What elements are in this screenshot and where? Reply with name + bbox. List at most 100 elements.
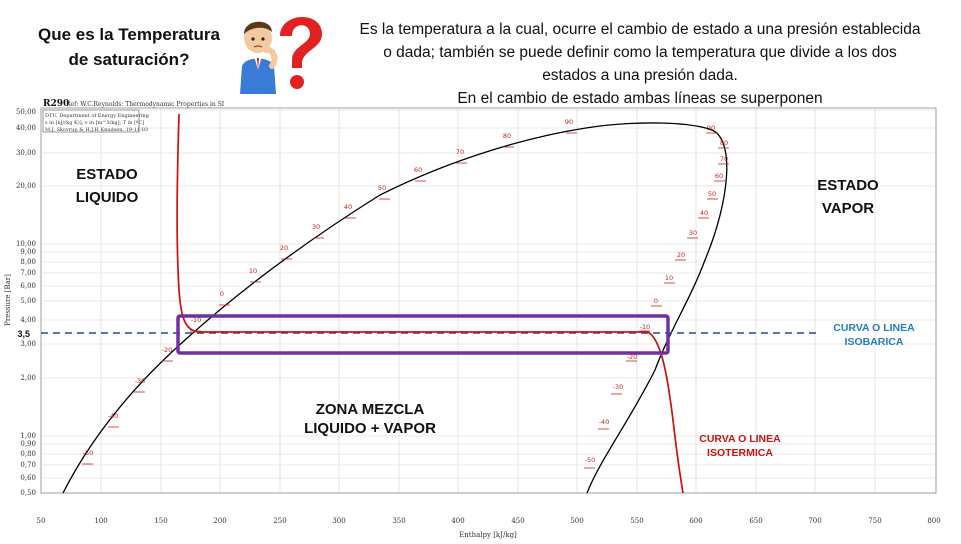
- x-tick: 700: [808, 517, 821, 525]
- y-tick: 6,00: [20, 282, 36, 290]
- y-tick: 0,60: [20, 474, 36, 482]
- x-tick: 650: [749, 517, 762, 525]
- temp-label: -50: [83, 449, 94, 457]
- y-tick: 0,70: [20, 461, 36, 469]
- y-tick: 9,00: [20, 248, 36, 256]
- temp-label: -40: [599, 418, 610, 426]
- y-tick: 1,00: [20, 432, 36, 440]
- liquid-state-label-1: ESTADO: [76, 166, 138, 183]
- x-tick: 750: [868, 517, 881, 525]
- temp-label: -40: [108, 412, 119, 420]
- temp-label: -10: [191, 316, 202, 324]
- x-tick: 150: [154, 517, 167, 525]
- vapor-state-label-2: VAPOR: [822, 200, 874, 217]
- temp-label: 20: [280, 244, 288, 252]
- temp-label: 70: [720, 155, 728, 163]
- info-line: DTU, Department of Energy Engineering: [45, 113, 150, 119]
- temp-label: 90: [707, 124, 715, 132]
- x-tick: 350: [392, 517, 405, 525]
- temp-label: -50: [585, 456, 596, 464]
- y-tick: 50,00: [16, 108, 36, 116]
- page-title: Que es la Temperatura de saturación?: [18, 22, 240, 72]
- liquid-temp-ticks: [82, 132, 577, 465]
- y-tick: 40,00: [16, 124, 36, 132]
- definition-text: Es la temperatura a la cual, ocurre el c…: [330, 18, 950, 110]
- x-tick: 50: [37, 517, 46, 525]
- y-tick: 5,00: [20, 297, 36, 305]
- temp-label: 30: [689, 229, 697, 237]
- y-tick: 8,00: [20, 258, 36, 266]
- vapor-state-label-1: ESTADO: [817, 177, 879, 194]
- vapor-temp-ticks: [584, 132, 729, 469]
- temp-label: 20: [677, 251, 685, 259]
- liquid-temp-labels: -50 -40 -30 -20 -10 0 10 20 30 40 50 60 …: [83, 118, 573, 457]
- temp-label: 50: [378, 184, 386, 192]
- temp-label: 10: [249, 267, 257, 275]
- y-tick: 20,00: [16, 182, 36, 190]
- x-tick: 800: [927, 517, 940, 525]
- liquid-state-label-2: LIQUIDO: [76, 189, 139, 206]
- temp-label: 80: [720, 139, 728, 147]
- title-line-2: de saturación?: [68, 50, 190, 69]
- definition-line-1: Es la temperatura a la cual, ocurre el c…: [359, 21, 921, 38]
- temp-label: -30: [613, 383, 624, 391]
- info-line: M.J. Skovrup & H.J.H Knudsen. 19-11-03: [45, 127, 148, 133]
- isotherm-label-1: CURVA O LINEA: [699, 433, 781, 445]
- reference-text: Ref: W.C.Reynolds: Thermodynamic Propert…: [66, 101, 225, 108]
- vapor-temp-labels: -50 -40 -30 -20 -10 0 10 20 30 40 50 60 …: [585, 124, 728, 464]
- isotherm-label-2: ISOTERMICA: [707, 447, 773, 459]
- temp-label: -10: [640, 323, 651, 331]
- temp-label: 10: [665, 274, 673, 282]
- temp-label: 60: [414, 166, 422, 174]
- y-tick: 2,00: [20, 374, 36, 382]
- vertical-gridlines: [100, 108, 876, 493]
- definition-line-4: En el cambio de estado ambas líneas se s…: [457, 90, 823, 107]
- info-line: s in [kJ/(kg K)], v in [m^3/kg], T in [º…: [45, 119, 144, 126]
- x-tick: 100: [94, 517, 107, 525]
- x-tick: 300: [332, 517, 345, 525]
- y-tick: 3,00: [20, 340, 36, 348]
- temp-label: -20: [162, 346, 173, 354]
- x-tick: 250: [273, 517, 286, 525]
- x-tick: 550: [630, 517, 643, 525]
- temp-label: 80: [503, 132, 511, 140]
- pressure-marker: 3,5: [17, 329, 30, 339]
- y-tick-labels: 0,50 0,60 0,70 0,80 0,90 1,00 2,00 3,00 …: [16, 108, 36, 497]
- thinking-person-question-mark-icon: [240, 16, 322, 94]
- y-tick: 4,00: [20, 316, 36, 324]
- horizontal-gridlines: [41, 109, 936, 479]
- isotherm-line: [176, 113, 684, 494]
- x-tick-labels: 50 100 150 200 250 300 350 400 450 500 5…: [37, 517, 941, 525]
- definition-line-3: estados a una presión dada.: [542, 67, 738, 84]
- temp-label: 0: [220, 290, 224, 298]
- plot-frame: [40, 107, 937, 494]
- isobar-label-2: ISOBARICA: [845, 336, 904, 348]
- temp-label: 90: [565, 118, 573, 126]
- y-tick: 7,00: [20, 269, 36, 277]
- mix-zone-label-1: ZONA MEZCLA: [316, 401, 425, 418]
- y-axis-label: Pressure [Bar]: [4, 274, 12, 326]
- temp-label: -20: [627, 353, 638, 361]
- temp-label: 40: [700, 209, 708, 217]
- y-tick: 0,80: [20, 450, 36, 458]
- temp-label: 0: [654, 297, 658, 305]
- definition-line-2: o dada; también se puede definir como la…: [383, 44, 897, 61]
- temp-label: 50: [708, 190, 716, 198]
- x-axis-label: Enthalpy [kJ/kg]: [459, 531, 517, 539]
- x-tick: 450: [511, 517, 524, 525]
- fluid-name: R290: [43, 99, 69, 109]
- temp-label: 60: [715, 172, 723, 180]
- y-tick: 0,50: [20, 489, 36, 497]
- saturation-highlight-box: [176, 314, 670, 355]
- temp-label: 70: [456, 148, 464, 156]
- y-tick: 10,00: [16, 240, 36, 248]
- info-box: [42, 109, 140, 133]
- temp-label: 40: [344, 203, 352, 211]
- x-tick: 200: [213, 517, 226, 525]
- x-tick: 400: [451, 517, 464, 525]
- temp-label: -30: [135, 377, 146, 385]
- y-tick: 0,90: [20, 440, 36, 448]
- temp-label: 30: [312, 223, 320, 231]
- mix-zone-label-2: LIQUIDO + VAPOR: [304, 420, 436, 437]
